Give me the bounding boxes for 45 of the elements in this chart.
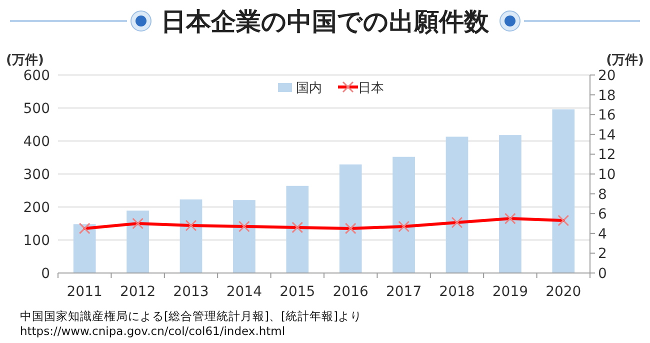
x-tick-label: 2014: [226, 284, 262, 300]
y2-tick-label: 0: [598, 266, 607, 282]
bar: [73, 224, 96, 273]
text: https://www.cnipa.gov.cn/col/col61/index.html: [20, 324, 286, 338]
y2-tick-label: 2: [598, 246, 607, 262]
y2-tick-label: 12: [598, 147, 616, 164]
y2-axis-title: (万件): [606, 53, 644, 68]
y-tick-label: 100: [23, 233, 50, 249]
bar: [499, 135, 522, 273]
y2-tick-label: 10: [598, 167, 616, 183]
bar: [233, 200, 256, 273]
bar: [392, 156, 415, 273]
y-tick-label: 300: [23, 167, 50, 183]
y-axis-title: (万件): [6, 53, 44, 68]
text: 中国国家知識産権局による[総合管理統計月報]、[統計年報]より: [20, 309, 362, 323]
bar: [126, 210, 149, 273]
x-tick-label: 2013: [173, 284, 209, 300]
y2-tick-label: 20: [598, 68, 616, 84]
bar: [180, 199, 202, 273]
legend-label: 日本: [358, 81, 384, 96]
bar: [286, 186, 309, 273]
x-tick-label: 2018: [439, 284, 475, 300]
y-tick-label: 600: [23, 68, 50, 84]
x-tick-label: 2012: [120, 284, 156, 300]
y2-tick-label: 18: [598, 88, 616, 104]
chart-title: 日本企業の中国での出願件数: [161, 7, 490, 36]
legend-label: 国内: [296, 81, 322, 96]
y2-tick-label: 14: [598, 127, 616, 144]
bar: [339, 164, 362, 273]
y2-tick-label: 4: [598, 226, 607, 242]
x-tick-label: 2011: [66, 284, 102, 300]
y2-tick-label: 6: [598, 206, 607, 223]
bar: [446, 136, 468, 273]
x-tick-label: 2016: [332, 284, 368, 300]
x-tick-label: 2019: [492, 284, 528, 300]
y-tick-label: 200: [23, 200, 50, 216]
y2-tick-label: 8: [598, 186, 607, 203]
y-tick-label: 500: [23, 101, 50, 117]
bar: [552, 109, 575, 273]
x-tick-label: 2020: [546, 284, 582, 300]
y-tick-label: 0: [41, 266, 50, 282]
y2-tick-label: 16: [598, 108, 616, 124]
y-tick-label: 400: [23, 134, 50, 150]
x-tick-label: 2015: [280, 284, 316, 300]
x-tick-label: 2017: [386, 284, 422, 300]
